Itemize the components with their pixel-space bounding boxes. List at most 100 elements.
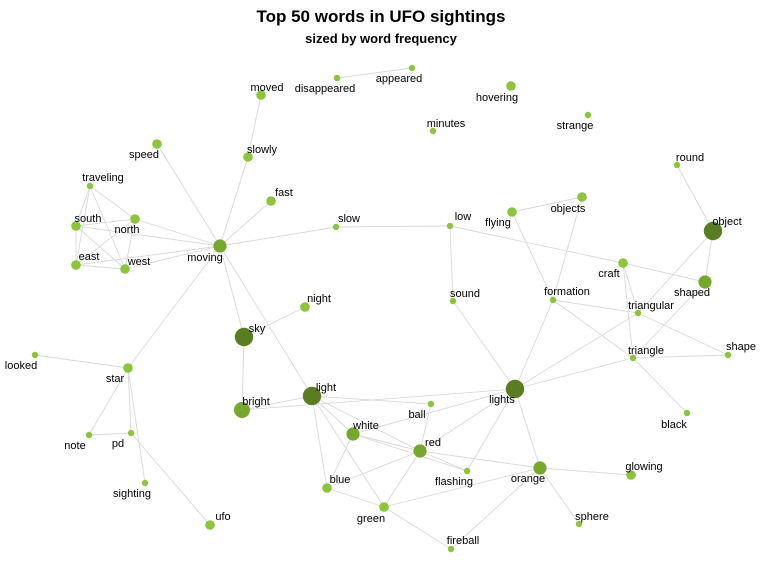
edge-blue-green xyxy=(326,487,385,508)
node-label-sound: sound xyxy=(450,288,480,300)
edge-moving-sky xyxy=(219,245,245,338)
edge-disappeared-appeared xyxy=(336,67,413,79)
node-label-red: red xyxy=(425,437,441,449)
node-triangular xyxy=(634,309,642,317)
node-label-fireball: fireball xyxy=(447,535,479,547)
edge-traveling-north xyxy=(89,185,136,220)
node-sphere xyxy=(575,520,583,528)
edge-triangular-shape xyxy=(637,312,729,356)
node-label-triangle: triangle xyxy=(628,345,664,357)
edge-craft-triangle xyxy=(622,262,634,359)
edge-round-object xyxy=(676,164,714,232)
edge-white-flashing xyxy=(352,433,468,472)
node-blue xyxy=(322,483,332,493)
edge-red-orange xyxy=(419,450,541,469)
edge-light-white xyxy=(311,395,354,435)
node-shaped xyxy=(698,275,712,289)
node-layer xyxy=(31,64,732,553)
node-label-flashing: flashing xyxy=(435,476,473,488)
edge-low-sound xyxy=(449,225,454,302)
edge-light-ball xyxy=(311,395,432,405)
node-label-craft: craft xyxy=(598,268,619,280)
edge-lights-flashing xyxy=(466,388,516,472)
edge-formation-triangular xyxy=(552,299,639,314)
node-lights xyxy=(505,379,525,399)
edge-south-moving xyxy=(75,225,221,247)
edge-night-sky xyxy=(243,306,306,338)
edge-white-blue xyxy=(326,433,354,489)
edge-shaped-triangle xyxy=(632,281,706,359)
edge-west-moving xyxy=(124,245,221,270)
edge-north-west xyxy=(124,218,136,270)
node-label-appeared: appeared xyxy=(376,73,423,85)
node-object xyxy=(703,221,723,241)
node-label-round: round xyxy=(676,152,704,164)
node-label-orange: orange xyxy=(511,473,545,485)
node-label-west: west xyxy=(127,256,151,268)
node-orange xyxy=(533,461,547,475)
edge-orange-glowing xyxy=(539,467,632,476)
edge-flying-formation xyxy=(511,211,554,301)
edge-note-pd xyxy=(88,432,132,436)
edge-lights-orange xyxy=(514,388,541,469)
node-craft xyxy=(618,258,628,268)
node-label-night: night xyxy=(307,293,331,305)
node-flashing xyxy=(463,467,471,475)
node-label-east: east xyxy=(79,251,100,263)
node-label-hovering: hovering xyxy=(476,92,518,104)
node-label-star: star xyxy=(106,373,125,385)
node-minutes xyxy=(429,127,437,135)
edge-triangle-lights xyxy=(514,357,634,390)
node-label-shaped: shaped xyxy=(674,287,710,299)
node-label-minutes: minutes xyxy=(427,118,466,130)
edge-sky-bright xyxy=(241,336,245,411)
node-speed xyxy=(152,139,162,149)
edge-east-west xyxy=(75,264,126,270)
edge-north-east xyxy=(75,218,136,266)
edge-triangular-lights xyxy=(514,312,639,390)
node-green xyxy=(379,502,389,512)
node-label-bright: bright xyxy=(242,396,270,408)
edge-pd-ufo xyxy=(130,432,211,526)
node-label-looked: looked xyxy=(5,360,37,372)
edge-east-moving xyxy=(75,245,221,266)
node-ufo xyxy=(205,520,215,530)
edge-orange-fireball xyxy=(450,467,541,550)
node-label-pd: pd xyxy=(112,438,124,450)
edge-moving-star xyxy=(127,245,221,369)
node-label-disappeared: disappeared xyxy=(295,83,356,95)
edge-traveling-west xyxy=(89,185,126,270)
node-low xyxy=(446,222,454,230)
node-label-slowly: slowly xyxy=(247,144,277,156)
node-moved xyxy=(256,90,266,100)
node-disappeared xyxy=(333,74,341,82)
edge-triangle-black xyxy=(632,357,688,414)
edge-ball-red xyxy=(419,403,432,452)
diagram-subtitle: sized by word frequency xyxy=(305,31,457,46)
node-label-traveling: traveling xyxy=(82,172,124,184)
node-label-strange: strange xyxy=(557,120,594,132)
edge-layer xyxy=(34,67,729,550)
node-label-light: light xyxy=(316,382,336,394)
node-north xyxy=(130,214,140,224)
node-label-ufo: ufo xyxy=(215,511,230,523)
edge-objects-formation xyxy=(552,196,583,301)
node-label-object: object xyxy=(712,216,741,228)
edge-slow-low xyxy=(335,225,451,228)
node-label-green: green xyxy=(357,513,385,525)
node-label-sky: sky xyxy=(249,323,266,335)
edge-red-blue xyxy=(326,450,421,489)
node-shape xyxy=(724,351,732,359)
node-label-slow: slow xyxy=(338,213,360,225)
node-strange xyxy=(584,111,592,119)
edge-sound-lights xyxy=(452,300,516,390)
edge-traveling-south xyxy=(75,185,91,227)
node-label-lights: lights xyxy=(489,394,515,406)
node-objects xyxy=(577,192,587,202)
node-label-north: north xyxy=(114,224,139,236)
node-label-sphere: sphere xyxy=(575,511,609,523)
edge-star-sighting xyxy=(127,367,146,484)
edge-slowly-moving xyxy=(219,156,249,247)
edge-orange-sphere xyxy=(539,467,580,525)
